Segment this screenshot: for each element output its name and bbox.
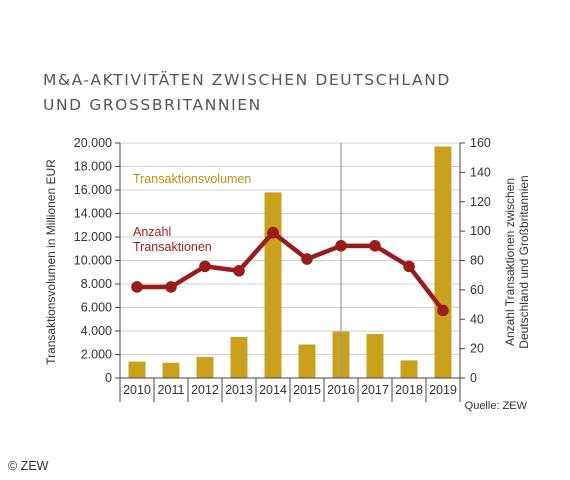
line-point-2018 bbox=[403, 260, 415, 273]
y-right-tick-label: 40 bbox=[470, 312, 484, 326]
bar-2017 bbox=[366, 333, 384, 378]
x-tick-label: 2014 bbox=[259, 383, 287, 397]
line-point-2017 bbox=[369, 240, 381, 252]
legend-anzahl-line-2: Transaktionen bbox=[133, 240, 212, 254]
x-tick-label: 2018 bbox=[395, 383, 423, 397]
y-left-tick-label: 20.000 bbox=[74, 136, 112, 150]
chart-title-line-2: UND GROSSBRITANNIEN bbox=[43, 96, 262, 114]
y-right-axis-title-line-2: Deutschland und Großbritannien bbox=[517, 175, 531, 348]
bars-transaktionsvolumen bbox=[128, 146, 452, 378]
chart-title-line-1: M&A-AKTIVITÄTEN ZWISCHEN DEUTSCHLAND bbox=[43, 70, 451, 89]
y-left-tick-label: 10.000 bbox=[74, 254, 112, 268]
bar-2019 bbox=[434, 146, 452, 378]
bar-2011 bbox=[162, 362, 180, 378]
line-anzahl-transaktionen bbox=[131, 226, 449, 317]
copyright: © ZEW bbox=[8, 459, 49, 473]
right-axis-tick-labels: 0 20 40 60 80 100 120 140 160 bbox=[470, 136, 491, 385]
line-point-2012 bbox=[199, 260, 211, 273]
axes bbox=[115, 142, 465, 402]
y-right-tick-label: 160 bbox=[470, 136, 491, 150]
legend-anzahl-line-1: Anzahl bbox=[133, 225, 171, 239]
y-left-tick-label: 6.000 bbox=[81, 301, 112, 315]
y-right-tick-label: 140 bbox=[470, 165, 491, 179]
bar-2013 bbox=[230, 336, 248, 378]
y-right-tick-label: 80 bbox=[470, 254, 484, 268]
bar-2010 bbox=[128, 361, 146, 378]
series-line bbox=[134, 230, 446, 313]
legend-transaktionsvolumen: Transaktionsvolumen bbox=[133, 172, 251, 186]
y-left-tick-label: 12.000 bbox=[74, 230, 112, 244]
y-right-tick-label: 100 bbox=[470, 224, 491, 238]
y-right-tick-label: 20 bbox=[470, 342, 484, 356]
x-tick-label: 2011 bbox=[158, 383, 185, 397]
line-point-2019 bbox=[437, 304, 449, 317]
x-tick-label: 2010 bbox=[123, 383, 151, 397]
bar-2012 bbox=[196, 356, 214, 378]
line-point-2011 bbox=[165, 281, 177, 293]
bar-2014 bbox=[264, 192, 282, 378]
line-point-2010 bbox=[131, 281, 143, 293]
left-axis-tick-labels: 0 2.000 4.000 6.000 8.000 10.000 12.000 14.000 1… bbox=[74, 136, 112, 385]
line-point-2015 bbox=[301, 253, 313, 265]
y-left-tick-label: 18.000 bbox=[74, 160, 112, 174]
x-tick-label: 2012 bbox=[191, 383, 219, 397]
line-point-2014 bbox=[267, 226, 279, 239]
source-note: Quelle: ZEW bbox=[465, 400, 528, 412]
y-left-tick-label: 16.000 bbox=[74, 183, 112, 197]
y-left-axis-title: Transaktionsvolumen in Millionen EUR bbox=[44, 159, 58, 365]
line-point-2013 bbox=[233, 264, 245, 277]
y-right-tick-label: 0 bbox=[470, 371, 477, 385]
bar-2018 bbox=[400, 360, 418, 378]
y-left-tick-label: 0 bbox=[105, 371, 112, 385]
x-tick-label: 2013 bbox=[225, 383, 253, 397]
y-left-tick-label: 14.000 bbox=[74, 207, 112, 221]
y-left-tick-label: 2.000 bbox=[81, 348, 112, 362]
line-point-2016 bbox=[335, 240, 347, 252]
x-tick-label: 2019 bbox=[429, 383, 457, 397]
x-tick-label: 2017 bbox=[361, 383, 389, 397]
bar-2015 bbox=[298, 344, 316, 378]
y-right-tick-label: 60 bbox=[470, 283, 484, 297]
y-right-axis-title-line-1: Anzahl Transaktionen zwischen bbox=[503, 178, 517, 346]
x-tick-label: 2016 bbox=[327, 383, 355, 397]
y-left-tick-label: 4.000 bbox=[81, 324, 112, 338]
y-left-tick-label: 8.000 bbox=[81, 277, 112, 291]
y-right-tick-label: 120 bbox=[470, 195, 491, 209]
x-axis-tick-labels: 2010 2011 2012 2013 2014 2015 2016 2017 2018 2019 bbox=[123, 383, 457, 397]
x-tick-label: 2015 bbox=[293, 383, 321, 397]
